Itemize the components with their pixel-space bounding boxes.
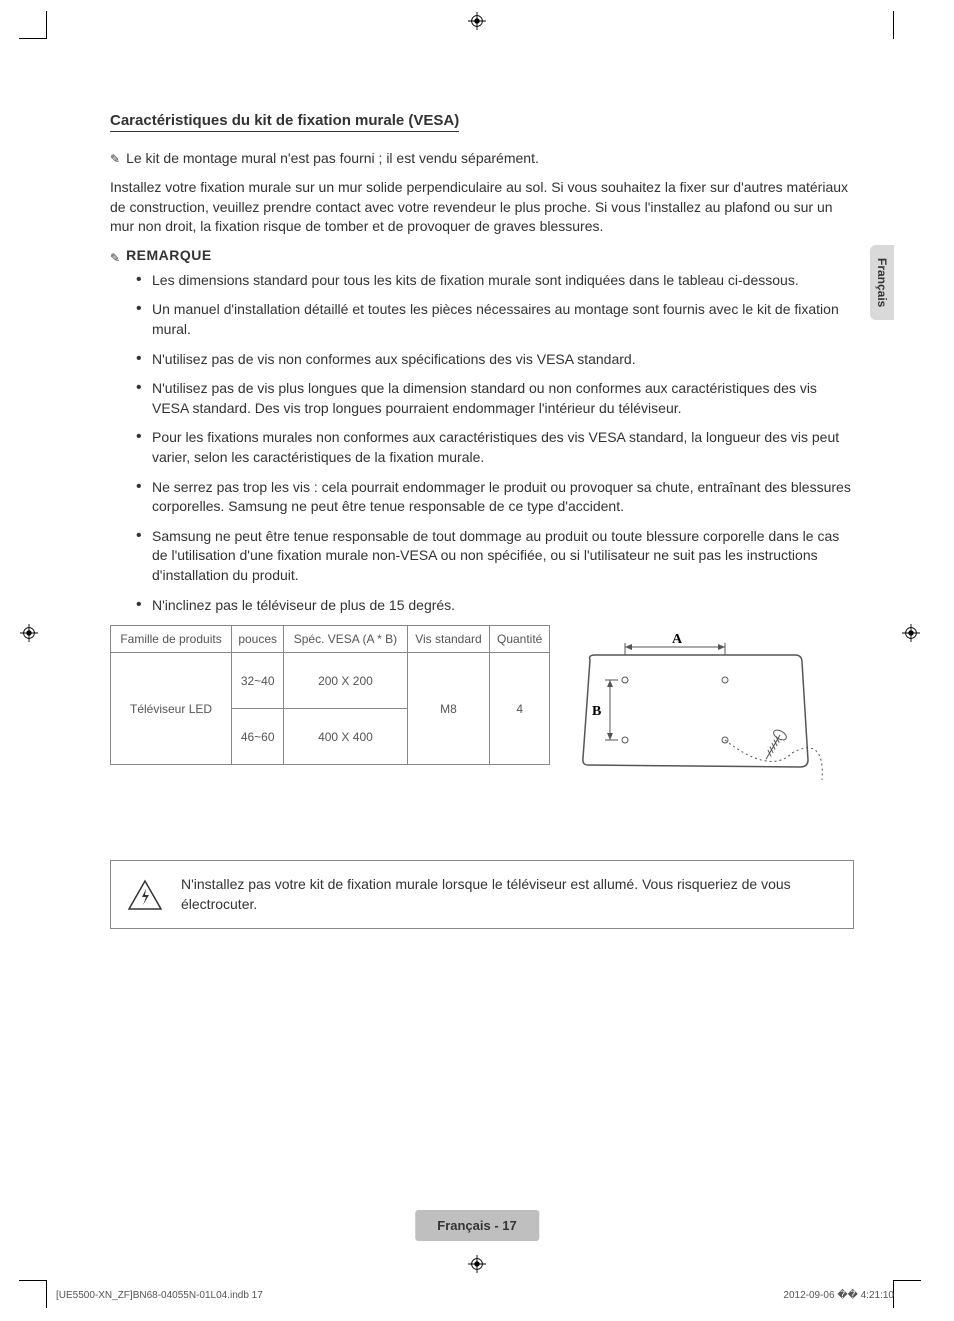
warning-text: N'installez pas votre kit de fixation mu…: [181, 876, 791, 912]
diagram-label-a: A: [672, 632, 683, 647]
remarque-label: REMARQUE: [126, 247, 212, 263]
language-tab: Français: [870, 245, 894, 320]
crop-mark: [893, 1280, 921, 1281]
remarque-list: Les dimensions standard pour tous les ki…: [110, 271, 854, 615]
list-item: Pour les fixations murales non conformes…: [152, 428, 854, 467]
list-item: N'inclinez pas le téléviseur de plus de …: [152, 596, 854, 616]
diagram-label-b: B: [592, 704, 601, 719]
th-qty: Quantité: [490, 626, 550, 653]
section-title: Caractéristiques du kit de fixation mura…: [110, 112, 459, 132]
td-screw: M8: [407, 653, 490, 765]
print-footer-left: [UE5500-XN_ZF]BN68-04055N-01L04.indb 17: [56, 1290, 263, 1301]
td-family: Téléviseur LED: [111, 653, 232, 765]
note-icon: ✎: [110, 251, 120, 265]
vesa-diagram: A B: [570, 625, 840, 795]
td-spec: 200 X 200: [284, 653, 407, 709]
registration-mark-icon: [20, 624, 38, 642]
crop-mark: [19, 38, 47, 39]
td-spec: 400 X 400: [284, 709, 407, 765]
electric-warning-icon: [127, 879, 163, 911]
list-item: Un manuel d'installation détaillé et tou…: [152, 300, 854, 339]
page-footer-pill: Français - 17: [415, 1210, 539, 1241]
language-tab-label: Français: [875, 258, 889, 307]
registration-mark-icon: [468, 12, 486, 30]
print-footer-right: 2012-09-06 �� 4:21:10: [783, 1290, 894, 1301]
registration-mark-icon: [902, 624, 920, 642]
vesa-table: Famille de produits pouces Spéc. VESA (A…: [110, 625, 550, 765]
crop-mark: [46, 11, 47, 39]
crop-mark: [46, 1280, 47, 1308]
crop-mark: [19, 1280, 47, 1281]
note-intro-text: Le kit de montage mural n'est pas fourni…: [126, 150, 539, 166]
list-item: Samsung ne peut être tenue responsable d…: [152, 527, 854, 586]
td-qty: 4: [490, 653, 550, 765]
list-item: N'utilisez pas de vis non conformes aux …: [152, 350, 854, 370]
list-item: Ne serrez pas trop les vis : cela pourra…: [152, 478, 854, 517]
note-icon: ✎: [110, 152, 120, 168]
footer-pill-text: Français - 17: [437, 1218, 517, 1233]
td-inches: 32~40: [232, 653, 284, 709]
th-spec: Spéc. VESA (A * B): [284, 626, 407, 653]
warning-box: N'installez pas votre kit de fixation mu…: [110, 860, 854, 929]
td-inches: 46~60: [232, 709, 284, 765]
th-family: Famille de produits: [111, 626, 232, 653]
install-paragraph: Installez votre fixation murale sur un m…: [110, 178, 854, 237]
list-item: N'utilisez pas de vis plus longues que l…: [152, 379, 854, 418]
print-footer: [UE5500-XN_ZF]BN68-04055N-01L04.indb 17 …: [56, 1290, 894, 1301]
list-item: Les dimensions standard pour tous les ki…: [152, 271, 854, 291]
th-inches: pouces: [232, 626, 284, 653]
registration-mark-icon: [468, 1255, 486, 1273]
th-screw: Vis standard: [407, 626, 490, 653]
crop-mark: [893, 11, 894, 39]
